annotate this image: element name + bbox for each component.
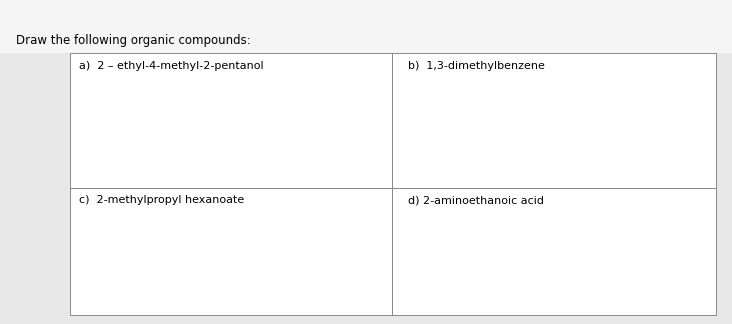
- FancyBboxPatch shape: [70, 188, 392, 315]
- Text: d) 2-aminoethanoic acid: d) 2-aminoethanoic acid: [408, 195, 544, 205]
- FancyBboxPatch shape: [0, 0, 732, 53]
- Text: a)  2 – ethyl-4-methyl-2-pentanol: a) 2 – ethyl-4-methyl-2-pentanol: [79, 61, 264, 71]
- Text: Draw the following organic compounds:: Draw the following organic compounds:: [16, 34, 251, 47]
- Text: c)  2-methylpropyl hexanoate: c) 2-methylpropyl hexanoate: [79, 195, 244, 205]
- FancyBboxPatch shape: [392, 188, 716, 315]
- Text: b)  1,3-dimethylbenzene: b) 1,3-dimethylbenzene: [408, 61, 545, 71]
- FancyBboxPatch shape: [392, 53, 716, 188]
- FancyBboxPatch shape: [70, 53, 392, 188]
